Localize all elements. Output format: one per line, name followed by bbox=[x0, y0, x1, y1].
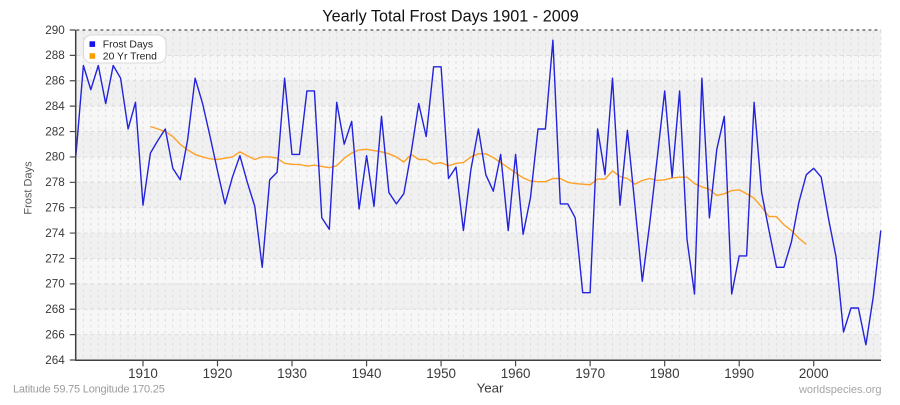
svg-text:Latitude 59.75 Longitude 170.2: Latitude 59.75 Longitude 170.25 bbox=[13, 384, 165, 396]
svg-text:1950: 1950 bbox=[426, 366, 456, 381]
svg-text:264: 264 bbox=[45, 354, 65, 367]
svg-text:2000: 2000 bbox=[799, 366, 829, 381]
svg-text:1980: 1980 bbox=[650, 366, 680, 381]
svg-text:286: 286 bbox=[45, 75, 65, 88]
svg-text:280: 280 bbox=[45, 151, 65, 164]
svg-text:Yearly Total Frost Days 1901 -: Yearly Total Frost Days 1901 - 2009 bbox=[322, 7, 578, 25]
svg-text:worldspecies.org: worldspecies.org bbox=[798, 384, 882, 396]
svg-text:282: 282 bbox=[45, 125, 65, 138]
svg-text:284: 284 bbox=[45, 100, 65, 113]
svg-text:268: 268 bbox=[45, 303, 65, 316]
svg-text:276: 276 bbox=[45, 201, 65, 214]
svg-text:Frost Days: Frost Days bbox=[103, 40, 153, 51]
svg-text:1970: 1970 bbox=[575, 366, 605, 381]
svg-text:Frost Days: Frost Days bbox=[23, 161, 35, 215]
svg-text:288: 288 bbox=[45, 49, 65, 62]
svg-text:272: 272 bbox=[45, 252, 65, 265]
svg-text:274: 274 bbox=[45, 227, 65, 240]
svg-text:1940: 1940 bbox=[352, 366, 382, 381]
svg-text:266: 266 bbox=[45, 328, 65, 341]
svg-text:1920: 1920 bbox=[203, 366, 233, 381]
svg-text:Year: Year bbox=[477, 381, 504, 396]
svg-text:1930: 1930 bbox=[277, 366, 307, 381]
svg-text:20 Yr Trend: 20 Yr Trend bbox=[103, 52, 157, 63]
svg-text:270: 270 bbox=[45, 278, 65, 291]
svg-text:1990: 1990 bbox=[724, 366, 754, 381]
svg-text:290: 290 bbox=[45, 24, 65, 37]
svg-text:1910: 1910 bbox=[128, 366, 158, 381]
svg-text:1960: 1960 bbox=[501, 366, 531, 381]
svg-text:278: 278 bbox=[45, 176, 65, 189]
